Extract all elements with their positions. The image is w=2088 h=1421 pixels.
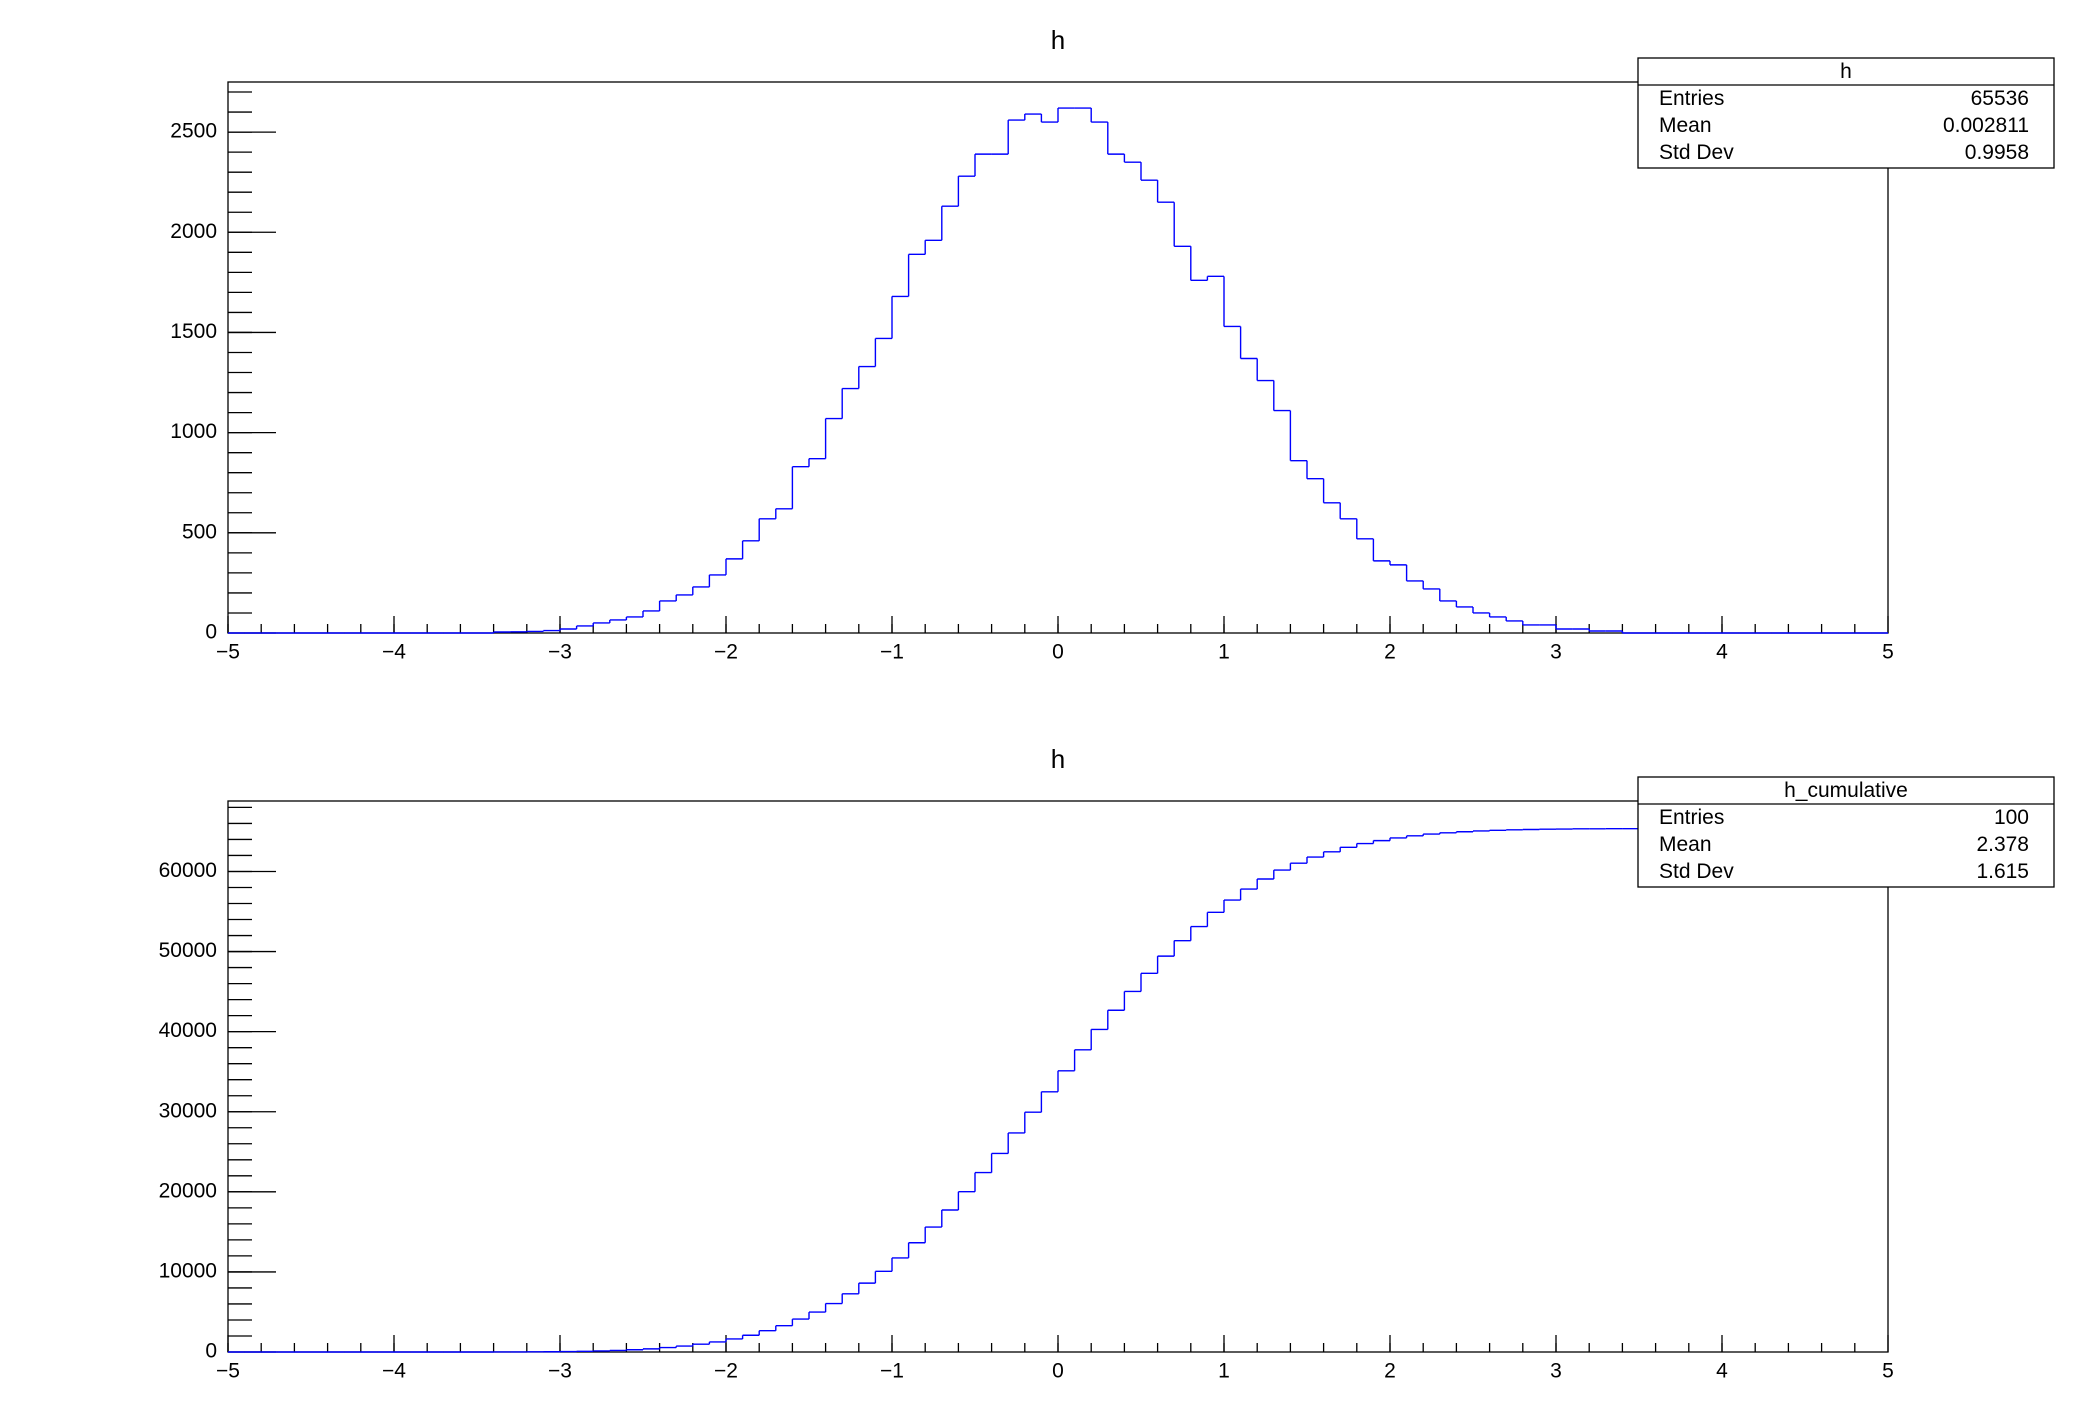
x-tick-label: 4 — [1716, 1360, 1728, 1383]
stats-value: 2.378 — [1976, 833, 2029, 856]
stats-box — [1637, 776, 2055, 888]
stats-label: Entries — [1659, 87, 1724, 110]
stats-value: 0.002811 — [1943, 114, 2029, 137]
x-tick-label: −4 — [382, 1360, 406, 1383]
x-tick-label: −2 — [714, 641, 738, 664]
y-tick-label: 60000 — [159, 859, 217, 882]
y-tick-label: 50000 — [159, 939, 217, 962]
y-tick-label: 0 — [205, 1340, 217, 1363]
y-tick-label: 1500 — [170, 320, 217, 343]
x-tick-label: −5 — [216, 1360, 240, 1383]
stats-label: Std Dev — [1659, 860, 1734, 883]
x-tick-label: 1 — [1218, 641, 1230, 664]
x-tick-label: −5 — [216, 641, 240, 664]
x-tick-label: 1 — [1218, 1360, 1230, 1383]
stats-title: h_cumulative — [1784, 779, 1908, 802]
step-connector — [492, 828, 1607, 1352]
x-tick-label: −2 — [714, 1360, 738, 1383]
x-tick-label: −4 — [382, 641, 406, 664]
y-tick-label: 10000 — [159, 1259, 217, 1282]
y-tick-label: 40000 — [159, 1019, 217, 1042]
stats-label: Entries — [1659, 806, 1724, 829]
x-tick-label: 4 — [1716, 641, 1728, 664]
y-tick-label: 0 — [205, 621, 217, 644]
x-tick-label: 2 — [1384, 1360, 1396, 1383]
x-tick-label: 5 — [1882, 641, 1894, 664]
y-tick-label: 2500 — [170, 120, 217, 143]
stats-value: 100 — [1994, 806, 2029, 829]
y-tick-label: 20000 — [159, 1179, 217, 1202]
stats-title: h — [1840, 60, 1852, 83]
x-tick-label: 5 — [1882, 1360, 1894, 1383]
stats-label: Std Dev — [1659, 141, 1734, 164]
chart-title: h — [1051, 744, 1065, 774]
y-tick-label: 2000 — [170, 220, 217, 243]
x-tick-label: −3 — [548, 1360, 572, 1383]
x-tick-label: 2 — [1384, 641, 1396, 664]
x-tick-label: 3 — [1550, 1360, 1562, 1383]
x-tick-label: −1 — [880, 641, 904, 664]
step-connector — [492, 108, 1624, 633]
x-tick-label: 3 — [1550, 641, 1562, 664]
stats-label: Mean — [1659, 114, 1712, 137]
stats-label: Mean — [1659, 833, 1712, 856]
y-tick-label: 1000 — [170, 420, 217, 443]
stats-value: 1.615 — [1976, 860, 2029, 883]
stats-value: 0.9958 — [1965, 141, 2029, 164]
y-tick-label: 500 — [182, 520, 217, 543]
x-tick-label: −1 — [880, 1360, 904, 1383]
x-tick-label: 0 — [1052, 641, 1064, 664]
chart-title: h — [1051, 25, 1065, 55]
x-tick-label: −3 — [548, 641, 572, 664]
stats-value: 65536 — [1971, 87, 2029, 110]
x-tick-label: 0 — [1052, 1360, 1064, 1383]
y-tick-label: 30000 — [159, 1099, 217, 1122]
stats-box — [1637, 57, 2055, 169]
